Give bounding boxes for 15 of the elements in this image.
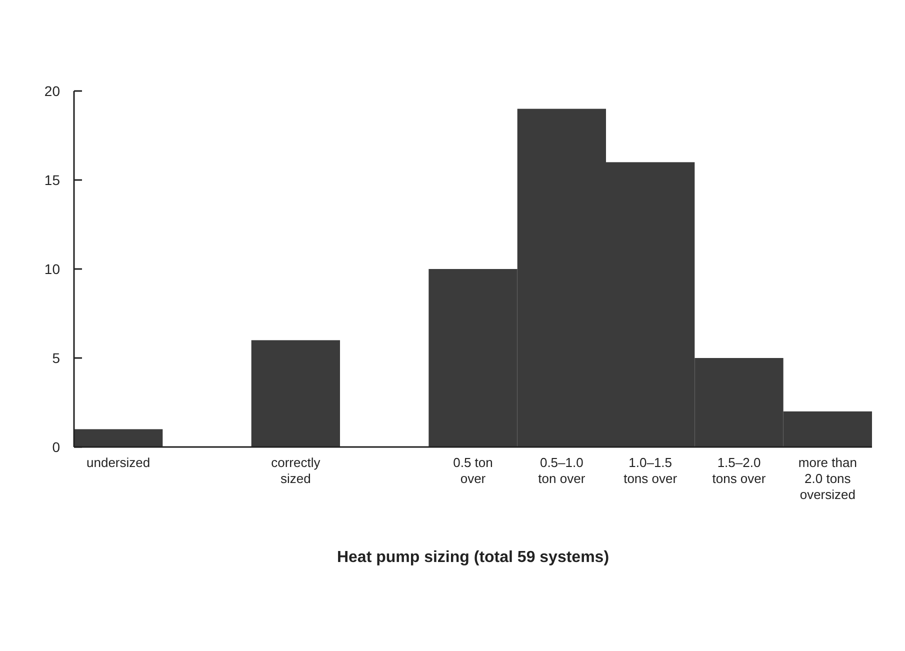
x-tick-label: 0.5 ton over (453, 455, 493, 486)
y-tick-label: 5 (52, 350, 60, 366)
y-tick-label: 20 (44, 82, 60, 99)
y-tick-label: 15 (44, 172, 60, 188)
y-tick-label: 0 (52, 438, 60, 455)
bar (251, 340, 340, 447)
x-tick-label: undersized (86, 455, 150, 470)
x-tick-label: correctly sized (271, 455, 321, 486)
x-tick-label: 1.0–1.5 tons over (624, 455, 678, 486)
x-tick-label: 1.5–2.0 tons over (712, 455, 766, 486)
bar (74, 429, 163, 447)
y-tick-label: 10 (44, 260, 60, 277)
x-tick-label: more than 2.0 tons oversized (798, 455, 857, 502)
x-tick-label: 0.5–1.0 ton over (538, 455, 586, 486)
x-axis-title: Heat pump sizing (total 59 systems) (336, 549, 610, 566)
